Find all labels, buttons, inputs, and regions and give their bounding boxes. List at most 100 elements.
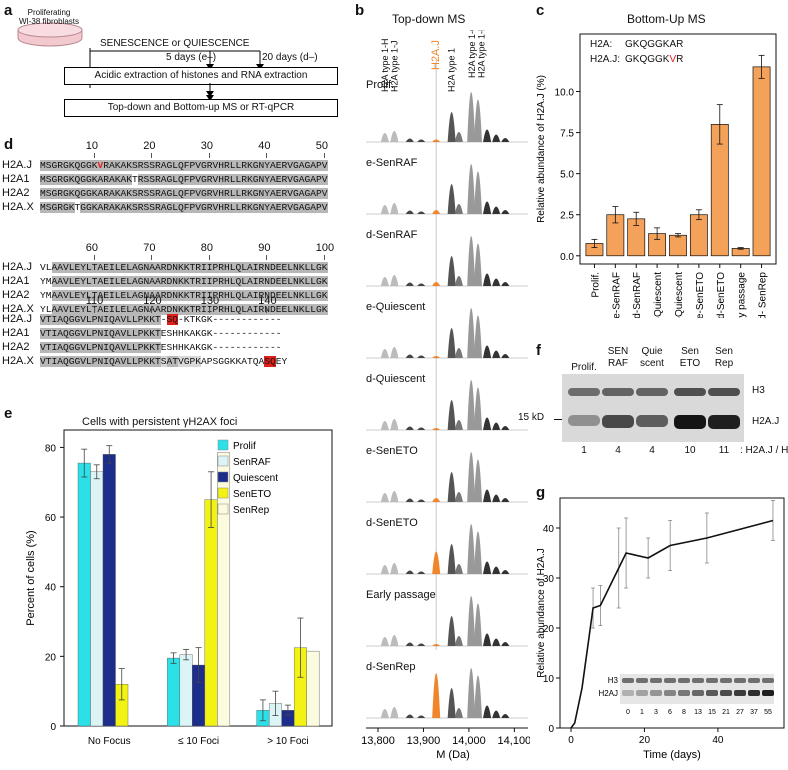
residue: H — [218, 174, 225, 185]
spectrum-peak — [417, 571, 426, 574]
residue: - — [235, 342, 242, 353]
residue: K — [183, 328, 190, 339]
legend-swatch — [217, 503, 229, 515]
residue: K — [126, 202, 133, 213]
residue: R — [206, 188, 213, 199]
residue: V — [212, 202, 219, 213]
spectrum-peak — [492, 206, 501, 214]
spectrum-peak — [483, 201, 492, 214]
residue: A — [149, 276, 156, 287]
residue: - — [264, 314, 271, 325]
residue: R — [224, 188, 230, 199]
spectrum-peak — [501, 426, 510, 430]
spectrum-peak — [454, 708, 463, 718]
residue: A — [97, 202, 104, 213]
residue: - — [235, 328, 242, 339]
residue: T — [45, 328, 52, 339]
residue: K — [321, 304, 328, 315]
residue: G — [218, 356, 225, 367]
residue: K — [91, 202, 98, 213]
residue: G — [316, 304, 322, 315]
residue: G — [201, 328, 207, 339]
spectrum-peak — [483, 705, 492, 718]
peak-label: H2A type 1-B/E — [477, 30, 487, 78]
residue: A — [114, 342, 121, 353]
residue: N — [293, 276, 299, 287]
residue: Q — [178, 160, 184, 171]
residue: A — [97, 304, 104, 315]
residue: S — [143, 160, 150, 171]
y-tick-label: 5.0 — [560, 170, 574, 181]
residue: A — [97, 188, 104, 199]
residue: E — [281, 276, 288, 287]
spectrum-peak — [454, 420, 463, 430]
residue: Q — [235, 304, 242, 315]
y-tick-label: 0 — [548, 724, 554, 735]
residue: L — [304, 290, 311, 301]
residue: S — [132, 160, 138, 171]
residue: R — [155, 160, 161, 171]
seq-tick: 20 — [143, 140, 156, 152]
inset-h3-band — [622, 678, 634, 683]
residue: K — [143, 314, 150, 325]
residue: E — [103, 290, 110, 301]
seq-row: VTIAQGGVLPNIQAVLLPKKTSATVGPKAPSGGKKATQAS… — [40, 356, 287, 367]
inset-day-label: 27 — [736, 709, 744, 716]
blot-membrane — [562, 374, 744, 442]
residue: S — [132, 188, 138, 199]
inset-label-h2aj: H2AJ — [598, 689, 618, 698]
residue: G — [304, 202, 311, 213]
residue: P — [189, 160, 196, 171]
residue: L — [86, 276, 92, 287]
residue: R — [258, 262, 265, 273]
residue: A — [114, 328, 121, 339]
residue: G — [293, 188, 299, 199]
residue: A — [57, 314, 64, 325]
seq-tick-mark — [151, 308, 153, 313]
residue: Q — [109, 314, 115, 325]
residue: G — [137, 304, 144, 315]
seq-tick: 50 — [315, 140, 328, 152]
residue: E — [103, 262, 110, 273]
residue: V — [120, 342, 127, 353]
residue: K — [126, 188, 133, 199]
band-label-h2aj: H2A.J — [752, 416, 780, 427]
residue: A — [57, 290, 64, 301]
spectrum-peak — [432, 498, 441, 502]
residue: E — [281, 262, 288, 273]
spectrum-peak — [501, 138, 510, 142]
y-tick-label: 7.5 — [560, 129, 574, 140]
residue: V — [40, 356, 46, 367]
sample-label: e-SenRAF — [366, 157, 418, 169]
inset-h2aj-band — [706, 690, 718, 696]
residue: K — [247, 188, 253, 199]
residue: R — [258, 290, 265, 301]
seq-name: H2A1 — [2, 327, 30, 339]
panel-e-label: e — [4, 405, 13, 422]
inset-h3-band — [664, 678, 676, 683]
residue: A — [57, 276, 64, 287]
spectrum-peak — [405, 642, 414, 646]
residue: L — [172, 174, 179, 185]
inset-day-label: 15 — [708, 709, 716, 716]
spectrum-peak — [405, 282, 414, 286]
spectrum-peak — [467, 164, 476, 214]
residue: G — [63, 160, 69, 171]
spectrum-peak — [492, 134, 501, 142]
residue: N — [172, 304, 179, 315]
residue: D — [270, 262, 276, 273]
residue: M — [40, 202, 46, 213]
x-tick-label: > 10 Foci — [267, 736, 308, 747]
residue: K — [149, 356, 156, 367]
sample-label: d-Quiescent — [366, 373, 425, 385]
sample-label: d-SenRAF — [366, 229, 418, 241]
residue: N — [293, 290, 299, 301]
residue: G — [304, 174, 311, 185]
residue: K — [91, 160, 98, 171]
residue: S — [149, 202, 156, 213]
foci-chart: 0 20 40 60 80 Percent of cells (%) No Focus ≤ 1… — [25, 429, 333, 747]
residue: R — [160, 304, 167, 315]
residue: - — [275, 328, 282, 339]
spectrum-peak — [390, 707, 399, 718]
residue: E — [74, 290, 81, 301]
